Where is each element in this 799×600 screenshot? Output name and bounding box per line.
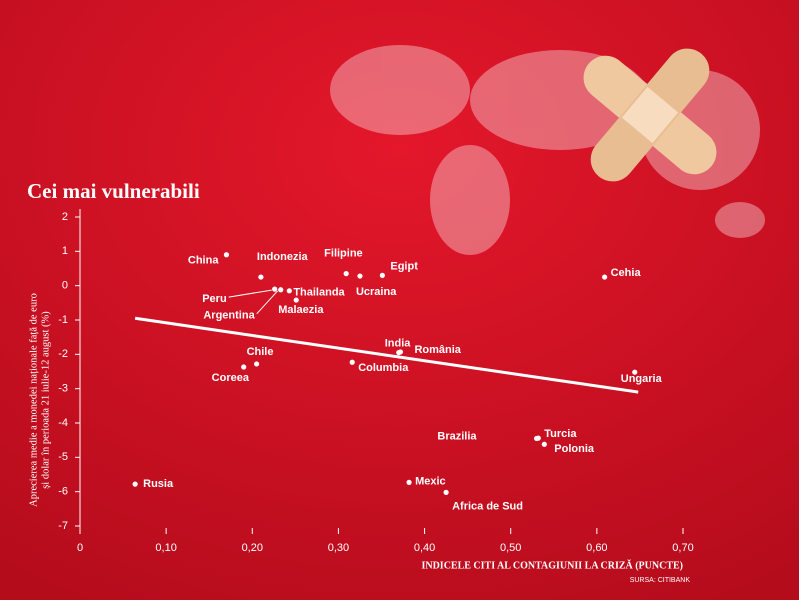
point	[602, 274, 608, 280]
y-axis-label: și dolar în perioada 21 iulie-12 august …	[40, 311, 51, 489]
label-arrow	[256, 290, 279, 315]
point-label: Coreea	[212, 372, 250, 384]
point-label: România	[414, 344, 461, 356]
y-tick-label: -5	[58, 451, 68, 463]
point-label: Africa de Sud	[452, 500, 523, 512]
point	[397, 349, 404, 355]
y-tick-label: -4	[58, 417, 68, 429]
x-tick-label: 0,40	[414, 542, 435, 554]
point-label: Argentina	[203, 310, 255, 322]
point	[293, 297, 299, 303]
source: SURSA: CITIBANK	[630, 577, 691, 584]
point	[343, 271, 349, 277]
y-tick-label: 2	[62, 211, 68, 223]
point-label: Peru	[202, 293, 226, 305]
x-tick-label: 0,20	[242, 542, 263, 554]
x-tick-label: 0,60	[586, 542, 607, 554]
point-label: India	[385, 338, 412, 350]
point	[132, 481, 138, 487]
point	[253, 361, 260, 367]
y-tick-label: -3	[58, 383, 68, 395]
trend-line	[134, 316, 639, 394]
point-label: Indonezia	[257, 251, 309, 263]
x-tick-label: 0	[77, 542, 83, 554]
x-tick-label: 0,10	[155, 542, 176, 554]
point	[349, 359, 355, 365]
point	[278, 287, 284, 293]
point	[223, 252, 230, 258]
point-label: Ucraina	[356, 286, 397, 298]
point-label: Cehia	[611, 267, 642, 279]
point-label: China	[188, 255, 219, 267]
point-label: Thailanda	[293, 287, 345, 299]
point	[535, 435, 541, 441]
y-tick-label: -7	[58, 520, 68, 532]
y-tick-label: -2	[58, 348, 68, 360]
label-arrow	[228, 289, 272, 298]
point-label: Polonia	[554, 443, 595, 455]
point	[241, 364, 247, 370]
point	[443, 489, 449, 495]
point	[541, 441, 547, 447]
x-tick-label: 0,70	[672, 542, 693, 554]
plaster-decoration	[583, 48, 717, 182]
y-tick-label: -6	[58, 486, 68, 498]
x-tick-label: 0,50	[500, 542, 521, 554]
point-label: Filipine	[324, 248, 363, 260]
y-tick-label: 1	[62, 245, 68, 257]
x-tick-label: 0,30	[328, 542, 349, 554]
point	[379, 272, 385, 278]
y-tick-label: -1	[58, 314, 68, 326]
x-axis-label: INDICELE CITI AL CONTAGIUNII LA CRIZĂ (P…	[421, 559, 683, 571]
point	[286, 288, 292, 294]
point	[258, 274, 264, 280]
point	[357, 273, 363, 279]
point-label: Egipt	[390, 260, 418, 272]
point-label: Mexic	[415, 475, 446, 487]
point-label: Turcia	[544, 428, 577, 440]
point	[272, 286, 278, 292]
y-axis-label: Aprecierea medie a monedei naționale faț…	[28, 293, 39, 507]
point-label: Ungaria	[621, 373, 663, 385]
point	[406, 479, 412, 485]
point-label: Malaezia	[278, 304, 324, 316]
point-label: Chile	[247, 346, 274, 358]
point-label: Rusia	[143, 478, 174, 490]
chart-title: Cei mai vulnerabili	[27, 179, 200, 203]
point-label: Columbia	[358, 362, 409, 374]
y-tick-label: 0	[62, 280, 68, 292]
point	[632, 369, 638, 375]
point-label: Brazilia	[437, 430, 477, 442]
